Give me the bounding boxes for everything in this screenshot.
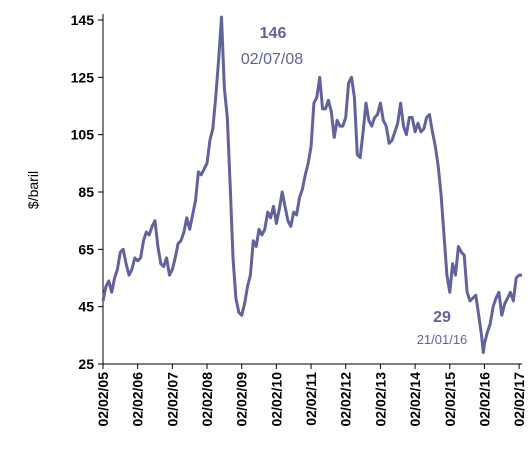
x-tick-label: 02/02/13 — [372, 372, 388, 427]
annotation-value: 29 — [433, 309, 451, 326]
y-axis-label: $/baril — [25, 171, 41, 209]
x-tick-label: 02/02/17 — [511, 372, 527, 427]
x-tick-label: 02/02/16 — [476, 372, 492, 427]
y-tick-label: 105 — [71, 127, 95, 143]
x-tick-label: 02/02/11 — [303, 372, 319, 426]
annotation-value: 146 — [260, 25, 287, 42]
y-tick-label: 65 — [78, 241, 94, 257]
x-tick-label: 02/02/14 — [407, 372, 423, 427]
y-tick-label: 85 — [78, 184, 94, 200]
price-line — [101, 15, 522, 354]
x-tick-label: 02/02/10 — [268, 372, 284, 427]
x-tick-label: 02/02/06 — [130, 372, 146, 427]
x-tick-label: 02/02/15 — [442, 372, 458, 427]
y-tick-label: 45 — [78, 299, 94, 315]
annotation-date: 02/07/08 — [241, 51, 303, 68]
y-tick-label: 125 — [71, 69, 95, 85]
x-tick-label: 02/02/09 — [234, 372, 250, 427]
x-tick-label: 02/02/12 — [338, 372, 354, 427]
annotation-date: 21/01/16 — [417, 332, 468, 347]
x-tick-label: 02/02/08 — [199, 372, 215, 427]
x-tick-label: 02/02/07 — [164, 372, 180, 427]
x-tick-label: 02/02/05 — [95, 372, 111, 427]
y-tick-label: 145 — [71, 12, 95, 28]
y-tick-label: 25 — [78, 356, 94, 372]
